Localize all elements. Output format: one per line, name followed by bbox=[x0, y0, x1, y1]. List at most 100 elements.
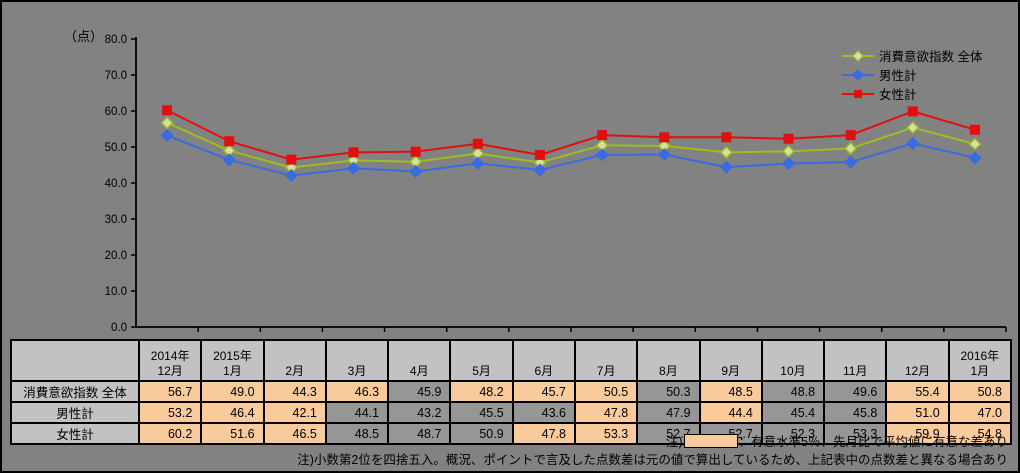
value-cell-r2-c0: 60.2 bbox=[137, 422, 203, 445]
value-cell-r1-c11: 45.8 bbox=[823, 401, 888, 424]
table-corner-cell bbox=[10, 339, 140, 382]
legend-label-total: 消費意欲指数 全体 bbox=[879, 50, 983, 64]
data-point-marker bbox=[968, 151, 982, 165]
value-cell-r2-c4: 48.7 bbox=[387, 422, 452, 445]
col-header-month-8: 8月 bbox=[636, 339, 701, 382]
y-tick-label: 20.0 bbox=[105, 250, 127, 262]
table-row-1: 男性計 53.2 46.4 42.1 44.1 43.2 45.5 43.6 47.8 47.9 4… bbox=[10, 401, 1013, 424]
legend-label-female: 女性計 bbox=[879, 88, 917, 102]
data-point-marker bbox=[783, 133, 794, 144]
value-cell-r0-c6: 45.7 bbox=[511, 380, 576, 403]
data-point-marker bbox=[533, 163, 547, 177]
data-point-marker bbox=[472, 138, 483, 149]
data-point-marker bbox=[719, 145, 733, 159]
col-header-month-10: 10月 bbox=[760, 339, 826, 382]
col-header-month-7: 7月 bbox=[573, 339, 639, 382]
data-point-marker bbox=[534, 149, 545, 160]
data-point-marker bbox=[409, 164, 423, 179]
note-rounding: 注)小数第2位を四捨五入。概況、ポイントで言及した点数差は元の値で算出しているた… bbox=[297, 453, 1008, 467]
value-cell-r2-c12: 59.9 bbox=[885, 422, 950, 445]
data-point-marker bbox=[286, 154, 297, 165]
data-point-marker bbox=[224, 136, 235, 147]
data-point-marker bbox=[222, 153, 236, 167]
value-cell-r1-c4: 43.2 bbox=[387, 401, 452, 424]
data-point-marker bbox=[844, 155, 858, 169]
data-point-marker bbox=[907, 106, 918, 117]
y-tick-label: 40.0 bbox=[105, 178, 127, 190]
data-point-marker bbox=[906, 136, 920, 150]
value-cell-r0-c7: 50.5 bbox=[573, 380, 639, 403]
table-header-row: 2014年 12月 2015年 1月 2月 3月 4月 5月 6月 7月 8月 9月 10月 11月 1… bbox=[10, 339, 1013, 382]
y-tick-label: 70.0 bbox=[105, 70, 127, 82]
row-label-1: 男性計 bbox=[10, 401, 140, 424]
col-header-month-4: 4月 bbox=[387, 339, 452, 382]
value-cell-r1-c6: 43.6 bbox=[511, 401, 576, 424]
value-cell-r1-c8: 47.9 bbox=[636, 401, 701, 424]
value-cell-r0-c1: 49.0 bbox=[200, 380, 265, 403]
female-series-marker-icon bbox=[842, 89, 874, 98]
value-cell-r1-c0: 53.2 bbox=[137, 401, 203, 424]
value-cell-r0-c2: 44.3 bbox=[262, 380, 327, 403]
value-cell-r2-c5: 50.9 bbox=[449, 422, 514, 445]
value-cell-r2-c10: 52.3 bbox=[760, 422, 826, 445]
value-cell-r0-c13: 50.8 bbox=[947, 380, 1013, 403]
value-cell-r0-c5: 48.2 bbox=[449, 380, 514, 403]
note1-text: ：有意水準5％、先月比で平均値に有意な差あり bbox=[738, 435, 1008, 449]
note1-prefix: 注) bbox=[665, 435, 683, 449]
total-series-marker-icon bbox=[842, 49, 874, 62]
value-cell-r2-c13: 54.8 bbox=[947, 422, 1013, 445]
value-cell-r0-c8: 50.3 bbox=[636, 380, 701, 403]
data-point-marker bbox=[160, 128, 174, 143]
y-tick-label: 30.0 bbox=[105, 214, 127, 226]
note-significance: 注) ：有意水準5％、先月比で平均値に有意な差あり bbox=[666, 431, 1008, 450]
value-cell-r0-c11: 49.6 bbox=[823, 380, 888, 403]
data-point-marker bbox=[284, 168, 298, 183]
col-header-month-9: 9月 bbox=[698, 339, 763, 382]
col-header-month-13: 2016年 1月 bbox=[947, 339, 1013, 382]
data-point-marker bbox=[969, 124, 980, 135]
legend-item-total: 消費意欲指数 全体 bbox=[842, 46, 982, 65]
y-tick-label: 80.0 bbox=[105, 34, 127, 46]
data-point-marker bbox=[348, 147, 359, 158]
value-cell-r0-c4: 45.9 bbox=[387, 380, 452, 403]
value-cell-r0-c0: 56.7 bbox=[137, 380, 203, 403]
col-header-month-12: 12月 bbox=[885, 339, 950, 382]
table-row-2: 女性計 60.2 51.6 46.5 48.5 48.7 50.9 47.8 53.3 52.7 5… bbox=[10, 422, 1013, 445]
data-point-marker bbox=[160, 116, 174, 130]
value-cell-r1-c1: 46.4 bbox=[200, 401, 265, 424]
data-point-marker bbox=[845, 130, 856, 141]
col-header-month-2: 2月 bbox=[262, 339, 327, 382]
col-header-month-0: 2014年 12月 bbox=[137, 339, 203, 382]
legend-label-male: 男性計 bbox=[879, 69, 917, 83]
data-point-marker bbox=[659, 132, 670, 143]
value-cell-r1-c9: 44.4 bbox=[698, 401, 763, 424]
y-tick-label: 50.0 bbox=[105, 142, 127, 154]
legend-item-female: 女性計 bbox=[842, 84, 982, 103]
value-cell-r0-c10: 48.8 bbox=[760, 380, 826, 403]
row-label-0: 消費意欲指数 全体 bbox=[10, 380, 140, 403]
data-point-marker bbox=[346, 161, 361, 175]
col-header-month-6: 6月 bbox=[511, 339, 576, 382]
chart-legend: 消費意欲指数 全体 男性計 女性計 bbox=[842, 46, 982, 103]
legend-item-male: 男性計 bbox=[842, 65, 982, 84]
value-cell-r2-c2: 46.5 bbox=[262, 422, 327, 445]
data-point-marker bbox=[906, 120, 920, 135]
y-tick-label: 60.0 bbox=[105, 106, 127, 118]
consumption-index-line-chart: 0.0 10.0 20.0 30.0 40.0 50.0 60.0 70.0 80.0 bbox=[105, 34, 1007, 334]
data-point-marker bbox=[719, 160, 733, 174]
col-header-month-3: 3月 bbox=[324, 339, 390, 382]
value-cell-r1-c2: 42.1 bbox=[262, 401, 327, 424]
value-cell-r0-c12: 55.4 bbox=[885, 380, 950, 403]
data-point-marker bbox=[721, 132, 732, 143]
value-cell-r2-c11: 53.3 bbox=[823, 422, 888, 445]
y-tick-label: 10.0 bbox=[105, 286, 127, 298]
data-point-marker bbox=[844, 141, 858, 156]
male-series-marker-icon bbox=[842, 68, 874, 81]
table-row-0: 消費意欲指数 全体 56.7 49.0 44.3 46.3 45.9 48.2 45.7 50.… bbox=[10, 380, 1013, 403]
value-cell-r2-c1: 51.6 bbox=[200, 422, 265, 445]
row-label-2: 女性計 bbox=[10, 422, 140, 445]
y-axis-unit-label: （点） bbox=[64, 29, 104, 44]
data-point-marker bbox=[597, 130, 608, 141]
value-cell-r1-c3: 44.1 bbox=[324, 401, 390, 424]
